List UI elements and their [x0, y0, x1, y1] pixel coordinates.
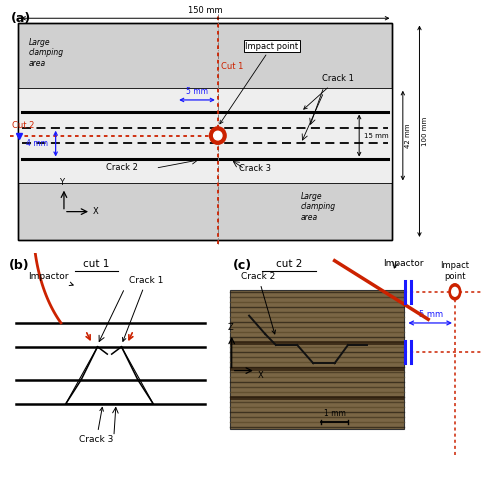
Text: 150 mm: 150 mm	[188, 6, 223, 15]
Text: Crack 3: Crack 3	[79, 407, 114, 444]
Text: 4 mm: 4 mm	[26, 139, 48, 148]
Text: 42 mm: 42 mm	[405, 123, 411, 148]
Text: (a): (a)	[11, 12, 31, 25]
Bar	[230, 367, 404, 370]
Text: X: X	[257, 371, 263, 380]
Text: 15 mm: 15 mm	[364, 132, 389, 139]
Text: Impactor: Impactor	[383, 259, 423, 268]
Text: X: X	[93, 207, 99, 216]
Text: Crack 2: Crack 2	[106, 163, 138, 173]
Text: Cut 1: Cut 1	[221, 62, 244, 71]
Text: 100 mm: 100 mm	[422, 117, 428, 146]
Text: Large
clamping
area: Large clamping area	[29, 38, 64, 67]
Text: Crack 1: Crack 1	[122, 276, 164, 341]
Circle shape	[449, 284, 461, 300]
Bar	[230, 290, 404, 429]
Text: Impactor: Impactor	[28, 272, 73, 285]
Circle shape	[452, 287, 458, 296]
Bar	[230, 395, 404, 400]
Text: Impact
point: Impact point	[441, 261, 469, 281]
Circle shape	[214, 131, 222, 140]
Text: Large
clamping
area: Large clamping area	[301, 192, 336, 222]
Text: 5 mm: 5 mm	[419, 310, 443, 319]
Text: Y: Y	[59, 178, 64, 187]
Text: cut 2: cut 2	[276, 259, 302, 269]
Text: Z: Z	[228, 323, 233, 332]
Text: 5 mm: 5 mm	[186, 87, 208, 96]
Text: cut 1: cut 1	[83, 259, 109, 269]
Text: (c): (c)	[233, 259, 252, 272]
Text: Cut 2: Cut 2	[12, 121, 34, 130]
Bar	[230, 340, 404, 345]
Text: Crack 2: Crack 2	[241, 272, 276, 334]
Text: Crack 1: Crack 1	[304, 74, 353, 109]
Text: 1 mm: 1 mm	[324, 409, 346, 417]
Text: Crack 3: Crack 3	[239, 164, 271, 173]
Bar	[18, 88, 393, 184]
Circle shape	[209, 127, 226, 144]
Text: Impact point: Impact point	[220, 42, 298, 124]
Text: (b): (b)	[9, 259, 30, 272]
